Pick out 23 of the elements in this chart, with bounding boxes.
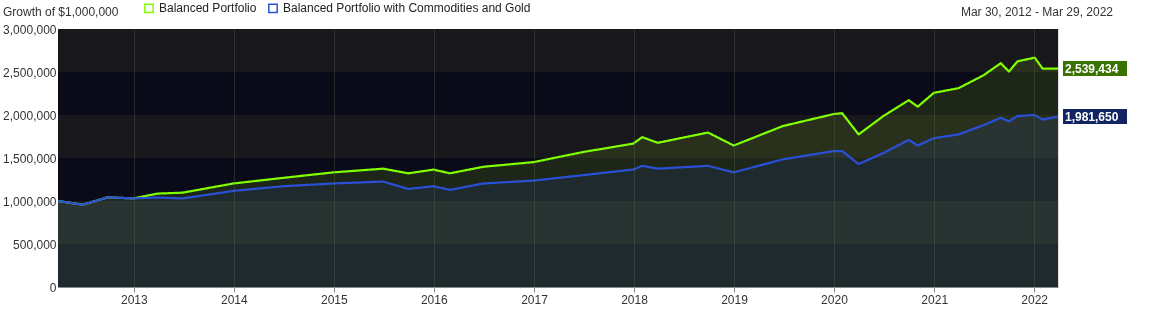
y-tick-label: 2,000,000 bbox=[3, 108, 57, 123]
y-tick-label: 3,000,000 bbox=[3, 22, 57, 37]
y-tick-label: 500,000 bbox=[13, 237, 57, 252]
x-tick-label: 2022 bbox=[1021, 292, 1049, 307]
legend-label: Balanced Portfolio bbox=[159, 1, 257, 16]
legend-label: Balanced Portfolio with Commodities and Gold bbox=[283, 1, 531, 16]
y-tick-label: 1,500,000 bbox=[3, 151, 57, 166]
x-tick-label: 2017 bbox=[521, 292, 549, 307]
x-tick-label: 2015 bbox=[320, 292, 348, 307]
x-tick-label: 2019 bbox=[721, 292, 749, 307]
x-tick-label: 2018 bbox=[621, 292, 649, 307]
x-tick-label: 2013 bbox=[121, 292, 149, 307]
chart-title: Growth of $1,000,000 bbox=[3, 5, 119, 19]
y-tick-label: 0 bbox=[49, 280, 57, 295]
x-tick-label: 2014 bbox=[220, 292, 249, 307]
x-tick-label: 2020 bbox=[821, 292, 849, 307]
y-tick-label: 2,500,000 bbox=[3, 65, 57, 80]
chart-subtitle: Mar 30, 2012 - Mar 29, 2022 bbox=[960, 5, 1114, 19]
y-tick-label: 1,000,000 bbox=[3, 194, 57, 209]
annotation: 2,539,434 bbox=[1065, 61, 1119, 76]
x-tick-label: 2021 bbox=[921, 292, 949, 307]
x-tick-label: 2016 bbox=[420, 292, 448, 307]
annotation: 1,981,650 bbox=[1065, 109, 1119, 124]
